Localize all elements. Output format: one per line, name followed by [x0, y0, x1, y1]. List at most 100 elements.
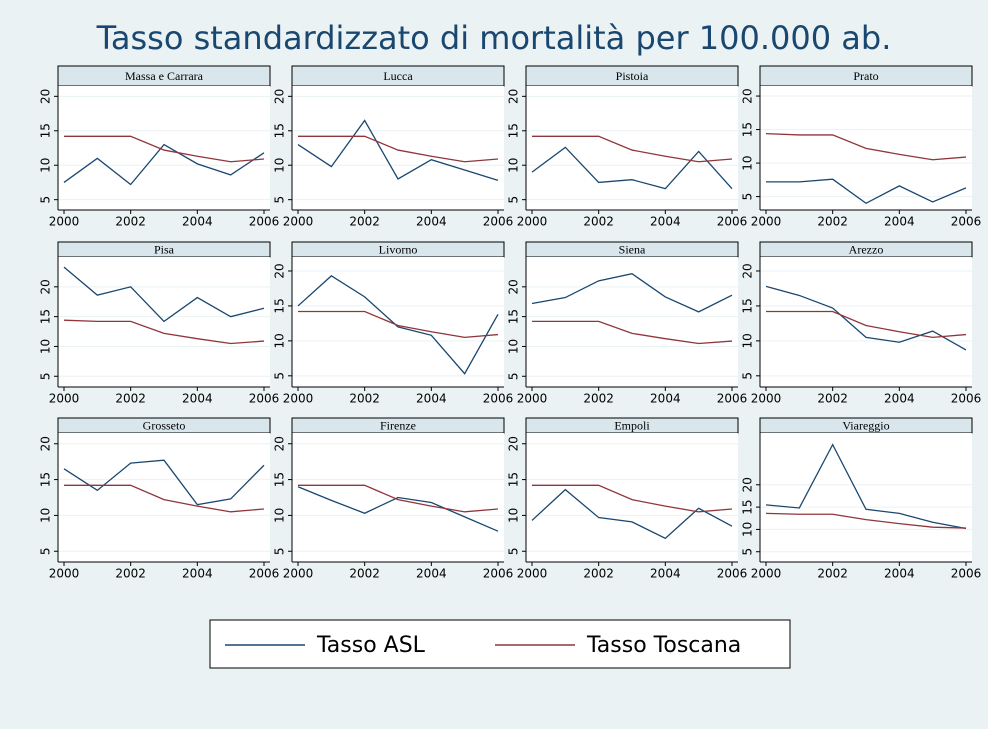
plot-area	[58, 86, 270, 210]
series-line	[531, 273, 733, 313]
y-tick-label: 15	[507, 123, 521, 138]
series-line	[63, 143, 265, 186]
x-tick-label: 2002	[583, 215, 614, 229]
x-tick-label: 2002	[349, 567, 380, 581]
y-tick-label: 20	[741, 263, 755, 278]
y-tick-label: 20	[39, 436, 53, 451]
x-tick-label: 2002	[349, 215, 380, 229]
y-tick-label: 20	[273, 263, 287, 278]
series-line	[298, 484, 499, 513]
panel-title: Viareggio	[842, 418, 889, 432]
y-tick-label: 15	[39, 123, 53, 138]
panel-title: Pistoia	[616, 69, 649, 83]
series-line	[63, 459, 265, 506]
x-tick-label: 2000	[751, 567, 782, 581]
x-tick-label: 2000	[517, 215, 548, 229]
y-tick-label: 15	[273, 472, 287, 487]
x-tick-label: 2004	[182, 392, 213, 406]
panel-title: Grosseto	[143, 418, 186, 432]
x-tick-label: 2002	[115, 215, 146, 229]
series-line	[532, 484, 733, 513]
y-tick-label: 20	[507, 89, 521, 104]
x-tick-label: 2006	[483, 392, 514, 406]
x-tick-label: 2004	[650, 215, 681, 229]
x-tick-label: 2004	[650, 392, 681, 406]
x-tick-label: 2000	[517, 392, 548, 406]
y-tick-label: 10	[39, 339, 53, 354]
x-tick-label: 2004	[416, 215, 447, 229]
series-line	[531, 488, 733, 540]
x-tick-label: 2000	[283, 392, 314, 406]
y-tick-label: 15	[741, 499, 755, 514]
plot-area	[760, 257, 972, 387]
y-tick-label: 10	[507, 508, 521, 523]
y-tick-label: 15	[273, 298, 287, 313]
x-tick-label: 2006	[483, 567, 514, 581]
x-tick-label: 2004	[884, 567, 915, 581]
y-tick-label: 10	[273, 158, 287, 173]
x-tick-label: 2000	[517, 567, 548, 581]
panel-title: Firenze	[380, 418, 416, 432]
series-line	[765, 132, 967, 161]
y-tick-label: 15	[273, 123, 287, 138]
series-line	[297, 486, 499, 532]
y-tick-label: 10	[741, 155, 755, 170]
panel-title: Prato	[853, 69, 878, 83]
x-tick-label: 2004	[884, 392, 915, 406]
panel-title: Siena	[619, 242, 646, 256]
y-tick-label: 5	[39, 372, 53, 380]
y-tick-label: 5	[39, 196, 53, 204]
x-tick-label: 2004	[416, 567, 447, 581]
series-line	[766, 178, 967, 205]
x-tick-label: 2000	[49, 215, 80, 229]
plot-area	[292, 257, 504, 387]
plot-area	[526, 433, 738, 562]
x-tick-label: 2002	[583, 392, 614, 406]
x-tick-label: 2000	[49, 392, 80, 406]
y-tick-label: 15	[507, 472, 521, 487]
y-tick-label: 20	[507, 279, 521, 294]
x-tick-label: 2002	[115, 567, 146, 581]
y-tick-label: 10	[39, 158, 53, 173]
y-tick-label: 20	[741, 477, 755, 492]
x-tick-label: 2002	[583, 567, 614, 581]
series-line	[765, 512, 967, 529]
series-line	[64, 484, 265, 513]
y-tick-label: 10	[507, 339, 521, 354]
y-tick-label: 15	[741, 298, 755, 313]
panel-title: Massa e Carrara	[125, 69, 204, 83]
x-tick-label: 2000	[751, 392, 782, 406]
y-tick-label: 5	[273, 372, 287, 380]
legend-label: Tasso Toscana	[586, 633, 741, 658]
x-tick-label: 2002	[349, 392, 380, 406]
y-tick-label: 10	[273, 508, 287, 523]
x-tick-label: 2006	[951, 567, 982, 581]
y-tick-label: 15	[507, 309, 521, 324]
y-tick-label: 20	[273, 436, 287, 451]
y-tick-label: 10	[39, 508, 53, 523]
y-tick-label: 15	[39, 472, 53, 487]
x-tick-label: 2006	[951, 215, 982, 229]
y-tick-label: 5	[507, 547, 521, 555]
series-line	[298, 135, 499, 163]
x-tick-label: 2006	[483, 215, 514, 229]
x-tick-label: 2006	[249, 567, 280, 581]
series-line	[765, 443, 967, 530]
y-tick-label: 5	[741, 372, 755, 380]
x-tick-label: 2006	[249, 215, 280, 229]
y-tick-label: 5	[741, 548, 755, 556]
x-tick-label: 2006	[951, 392, 982, 406]
y-tick-label: 5	[741, 193, 755, 201]
y-tick-label: 5	[39, 547, 53, 555]
plot-area	[58, 433, 270, 562]
plot-area	[760, 433, 972, 562]
series-line	[298, 310, 499, 339]
x-tick-label: 2004	[884, 215, 915, 229]
x-tick-label: 2004	[650, 567, 681, 581]
series-line	[765, 285, 967, 351]
y-tick-label: 20	[39, 89, 53, 104]
x-tick-label: 2002	[817, 392, 848, 406]
y-tick-label: 5	[507, 196, 521, 204]
y-tick-label: 5	[273, 196, 287, 204]
